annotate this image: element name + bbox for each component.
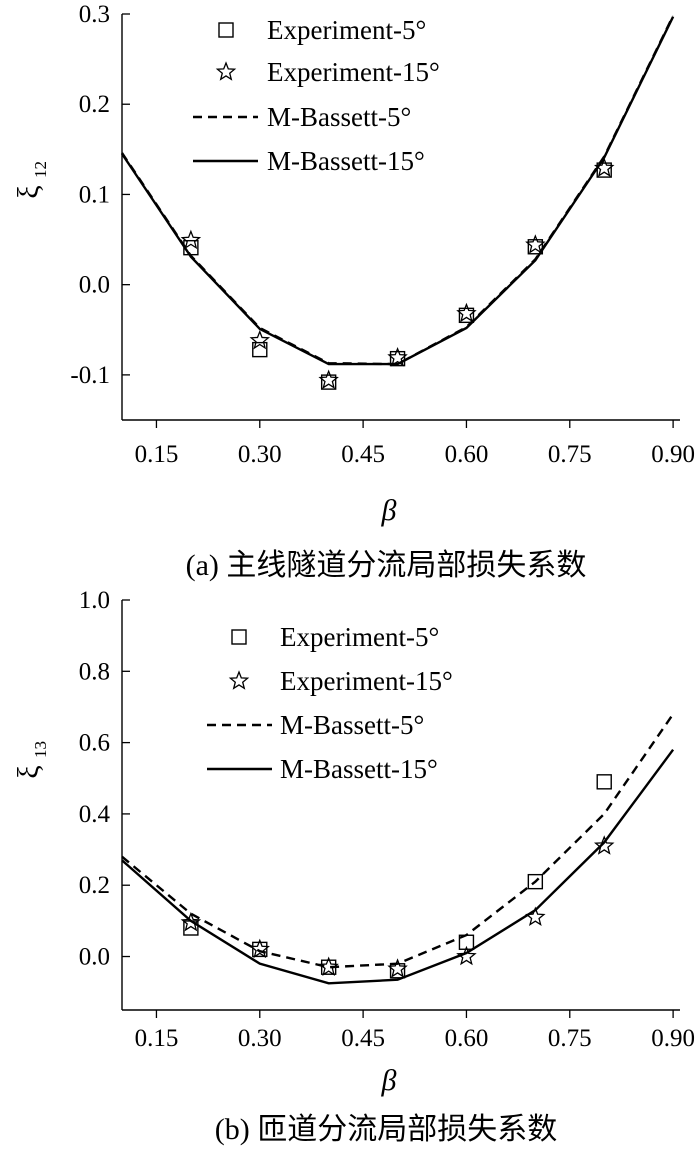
x-tick-label: 0.30 [238, 1025, 282, 1052]
legend-swatch-square [218, 22, 234, 38]
y-tick-label: 0.1 [79, 181, 110, 208]
data-point-star [525, 906, 546, 927]
data-point-square [596, 162, 612, 178]
data-point-square [320, 374, 337, 390]
data-point-square [183, 239, 199, 256]
data-point-square [596, 774, 612, 790]
x-tick-label: 0.45 [341, 441, 385, 468]
x-tick-label: 0.60 [445, 1025, 489, 1052]
data-point-star [318, 956, 339, 976]
data-point-star [387, 346, 408, 367]
x-tick-label: 0.90 [651, 441, 695, 468]
x-axis-label: β [381, 1064, 397, 1097]
data-point-square [389, 963, 406, 979]
legend-label: M-Bassett-5° [267, 102, 411, 132]
data-point-star [456, 302, 477, 323]
x-tick-label: 0.15 [135, 1025, 179, 1052]
panel-caption: (a) 主线隧道分流局部损失系数 [186, 549, 587, 582]
y-tick-label: 1.0 [79, 587, 110, 614]
data-point-square [320, 959, 337, 975]
x-tick-label: 0.15 [135, 441, 179, 468]
legend-swatch-square [231, 629, 247, 645]
x-tick-label: 0.60 [445, 441, 489, 468]
data-point-square [527, 239, 544, 255]
y-axis-label: ξ 13 [12, 741, 50, 779]
x-tick-label: 0.75 [548, 441, 592, 468]
data-point-star [593, 835, 615, 855]
legend-label: M-Bassett-15° [280, 754, 438, 784]
data-point-square [527, 873, 544, 890]
y-tick-label: 0.3 [79, 1, 110, 28]
legend-label: Experiment-15° [280, 666, 453, 696]
y-tick-label: 0.2 [79, 872, 110, 899]
data-point-square [183, 920, 199, 936]
panel-caption: (b) 匝道分流局部损失系数 [215, 1113, 557, 1146]
y-axis-label-subscript: 12 [31, 161, 50, 178]
y-tick-label: 0.8 [79, 658, 110, 685]
legend-label: M-Bassett-5° [280, 710, 424, 740]
x-axis-label: β [381, 494, 397, 527]
y-axis-label: ξ 12 [12, 161, 50, 199]
y-tick-label: 0.2 [79, 91, 110, 118]
series-line-m-bassett-15 [121, 16, 675, 366]
y-tick-label: 0.6 [79, 730, 110, 757]
data-point-star [456, 945, 477, 966]
data-point-star [318, 369, 339, 390]
y-axis-label-subscript: 13 [31, 741, 50, 758]
x-tick-label: 0.75 [548, 1025, 592, 1052]
legend-label: Experiment-5° [280, 622, 439, 652]
data-point-star [180, 229, 202, 250]
y-tick-label: -0.1 [70, 362, 110, 389]
data-point-star [249, 938, 271, 959]
legend-label: Experiment-5° [267, 15, 426, 45]
y-tick-label: 0.0 [79, 944, 110, 971]
data-point-star [593, 157, 615, 177]
data-point-square [252, 341, 268, 358]
y-axis-label-symbol: ξ [12, 185, 45, 198]
y-tick-label: 0.0 [79, 272, 110, 299]
x-tick-label: 0.45 [341, 1025, 385, 1052]
data-point-star [525, 234, 546, 254]
data-point-square [389, 350, 406, 367]
chart-panel-a: 0.15 0.30 0.45 0.60 0.75 0.90 -0.1 0.0 0.1 0.2 0.3… [12, 1, 695, 582]
data-point-square [252, 941, 268, 958]
series-line-m-bassett-15 [121, 748, 675, 985]
data-point-star [387, 958, 408, 978]
legend-swatch-star [215, 61, 237, 81]
legend-label: Experiment-15° [267, 57, 440, 87]
x-tick-label: 0.90 [651, 1025, 695, 1052]
y-tick-label: 0.4 [79, 801, 111, 828]
chart-panel-b: 0.15 0.30 0.45 0.60 0.75 0.90 0.0 0.2 0.4 0.6 0.8 1… [12, 587, 695, 1146]
legend-swatch-star [228, 670, 250, 690]
data-point-square [458, 307, 475, 324]
y-axis-label-symbol: ξ [12, 765, 45, 778]
data-point-star [180, 911, 202, 932]
data-point-star [249, 329, 271, 350]
legend-label: M-Bassett-15° [267, 146, 425, 176]
x-tick-label: 0.30 [238, 441, 282, 468]
